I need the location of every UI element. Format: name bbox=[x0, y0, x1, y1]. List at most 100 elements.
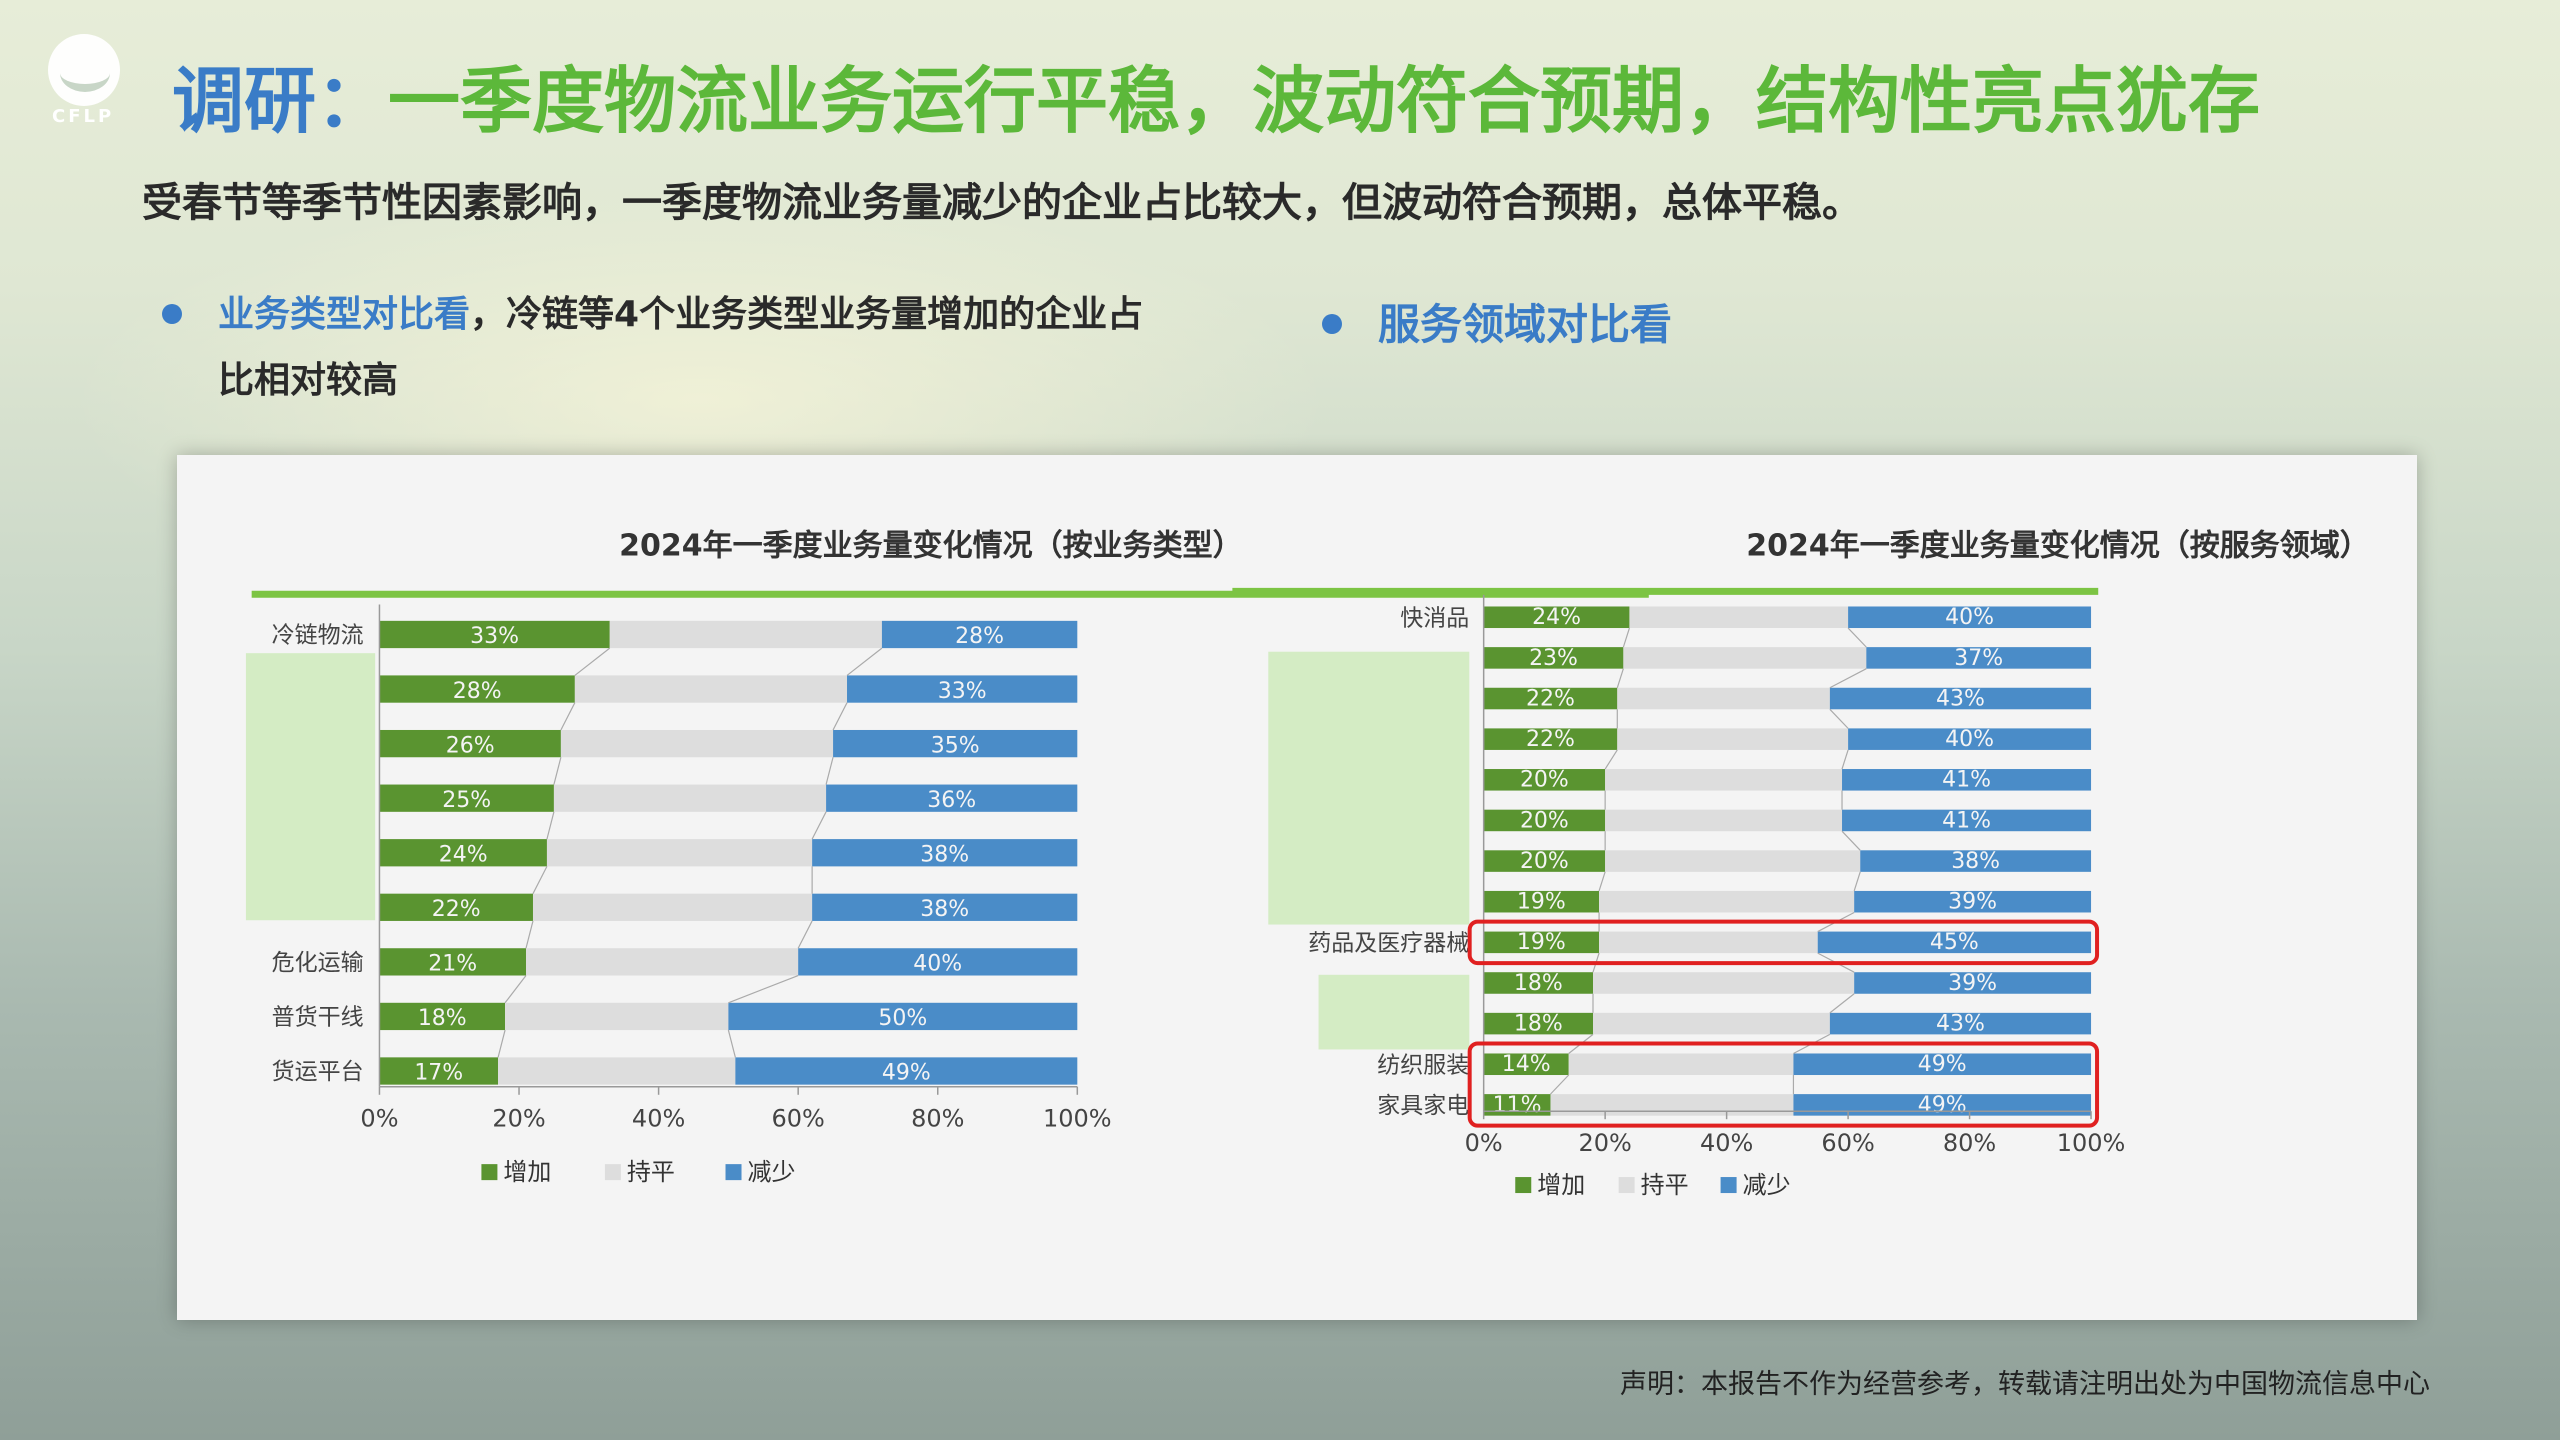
bar-increase bbox=[1483, 647, 1624, 669]
legend-label: 增加 bbox=[503, 1158, 551, 1186]
series-connector bbox=[825, 757, 834, 785]
bullet-right: 服务领域对比看 bbox=[1322, 292, 1672, 358]
series-connector bbox=[797, 920, 813, 949]
x-tick-label: 40% bbox=[1700, 1129, 1753, 1157]
x-tick-label: 60% bbox=[771, 1104, 824, 1132]
bullet-left-line2: 比相对较高 bbox=[218, 360, 399, 401]
data-label: 18% bbox=[1514, 1012, 1563, 1037]
bar-flat bbox=[1568, 1053, 1794, 1076]
series-connector bbox=[1847, 627, 1867, 648]
bar-flat bbox=[546, 839, 813, 867]
bar-flat bbox=[532, 893, 813, 921]
data-label: 49% bbox=[882, 1061, 931, 1086]
bar-increase bbox=[1483, 1012, 1593, 1035]
data-label: 17% bbox=[414, 1061, 463, 1086]
series-connector bbox=[1841, 749, 1849, 770]
highlight-box bbox=[1467, 919, 2100, 966]
page-subtitle: 受春节等季节性因素影响，一季度物流业务量减少的企业占比较大，但波动符合预期，总体… bbox=[142, 180, 1862, 226]
legend-swatch-increase bbox=[1515, 1177, 1532, 1194]
page-title: 调研：一季度物流业务运行平稳，波动符合预期，结构性亮点犹存 bbox=[172, 42, 2260, 147]
series-connector bbox=[727, 1029, 736, 1058]
bar-increase bbox=[379, 729, 561, 758]
data-label: 40% bbox=[1945, 727, 1994, 752]
bar-flat bbox=[1617, 687, 1830, 710]
bar-decrease bbox=[1860, 850, 2092, 872]
data-label: 45% bbox=[1930, 930, 1979, 955]
series-connector bbox=[560, 702, 576, 731]
data-label: 49% bbox=[1918, 1052, 1967, 1077]
data-label: 22% bbox=[432, 897, 481, 922]
series-connector bbox=[497, 1029, 506, 1058]
category-label: 药品及医疗器械 bbox=[1308, 930, 1469, 956]
series-connector bbox=[1829, 993, 1855, 1014]
bar-flat bbox=[1605, 769, 1843, 791]
legend-swatch-decrease bbox=[725, 1164, 742, 1181]
bar-flat bbox=[1599, 890, 1855, 913]
chart-title: 2024年一季度业务量变化情况（按业务类型） bbox=[619, 529, 1243, 564]
bar-decrease bbox=[1829, 687, 2092, 710]
bar-increase bbox=[379, 620, 610, 649]
x-tick-label: 20% bbox=[1578, 1129, 1631, 1157]
category-label: 冷链物流 bbox=[272, 622, 364, 648]
category-label: 货运平台 bbox=[272, 1059, 364, 1085]
x-tick-label: 0% bbox=[1465, 1129, 1503, 1157]
bar-increase bbox=[1483, 687, 1618, 710]
bullet-left: 业务类型对比看，冷链等4个业务类型业务量增加的企业占 比相对较高 bbox=[162, 282, 1238, 414]
data-label: 25% bbox=[442, 788, 491, 813]
bar-increase bbox=[1483, 931, 1600, 954]
bar-flat bbox=[574, 675, 848, 703]
data-label: 35% bbox=[931, 733, 980, 758]
data-label: 24% bbox=[1532, 605, 1581, 630]
x-tick-label: 100% bbox=[1043, 1104, 1112, 1132]
data-label: 18% bbox=[418, 1006, 467, 1031]
category-label: 危化运输 bbox=[272, 950, 364, 976]
legend-swatch-flat bbox=[604, 1164, 621, 1181]
bar-decrease bbox=[812, 893, 1078, 921]
bar-increase bbox=[379, 948, 527, 976]
category-label: 纺织服装 bbox=[1377, 1052, 1469, 1078]
series-connector bbox=[728, 974, 799, 1004]
bar-flat bbox=[1592, 1012, 1830, 1035]
bar-flat bbox=[1629, 606, 1849, 629]
data-label: 19% bbox=[1517, 930, 1566, 955]
bar-decrease bbox=[881, 620, 1078, 649]
bar-increase bbox=[379, 839, 547, 867]
data-label: 50% bbox=[878, 1006, 927, 1031]
data-label: 11% bbox=[1493, 1093, 1542, 1118]
title-main: 一季度物流业务运行平稳，波动符合预期，结构性亮点犹存 bbox=[388, 59, 2261, 143]
bar-decrease bbox=[847, 675, 1078, 703]
bar-decrease bbox=[1817, 931, 2092, 954]
category-label: 家具家电 bbox=[1377, 1093, 1469, 1119]
data-label: 41% bbox=[1942, 808, 1991, 833]
label-cover-block bbox=[1268, 651, 1470, 925]
highlight-box bbox=[1467, 1041, 2100, 1128]
label-cover-block bbox=[1318, 974, 1470, 1050]
data-label: 43% bbox=[1936, 1012, 1985, 1037]
series-connector bbox=[1829, 708, 1849, 729]
data-label: 33% bbox=[470, 624, 519, 649]
bar-flat bbox=[560, 729, 834, 758]
series-connector bbox=[1616, 668, 1624, 688]
title-prefix: 调研： bbox=[172, 59, 389, 143]
series-connector bbox=[1829, 668, 1867, 689]
legend-swatch-decrease bbox=[1720, 1177, 1737, 1194]
bar-increase bbox=[1483, 1053, 1569, 1076]
series-connector bbox=[504, 975, 527, 1004]
data-label: 28% bbox=[955, 624, 1004, 649]
bar-flat bbox=[505, 1002, 729, 1031]
bar-flat bbox=[553, 784, 827, 812]
series-connector bbox=[846, 647, 883, 676]
legend-label: 减少 bbox=[748, 1158, 796, 1186]
bar-flat bbox=[498, 1057, 736, 1085]
bar-flat bbox=[526, 948, 799, 976]
data-label: 39% bbox=[1948, 890, 1997, 915]
legend-label: 减少 bbox=[1743, 1171, 1791, 1199]
bar-decrease bbox=[1829, 1012, 2092, 1035]
bullet-dot-icon bbox=[1322, 314, 1342, 334]
category-label: 普货干线 bbox=[272, 1004, 364, 1030]
bar-flat bbox=[1617, 728, 1849, 750]
bar-increase bbox=[379, 675, 575, 703]
data-label: 33% bbox=[938, 679, 987, 704]
bar-increase bbox=[1483, 606, 1630, 629]
legend-swatch-increase bbox=[481, 1164, 498, 1181]
